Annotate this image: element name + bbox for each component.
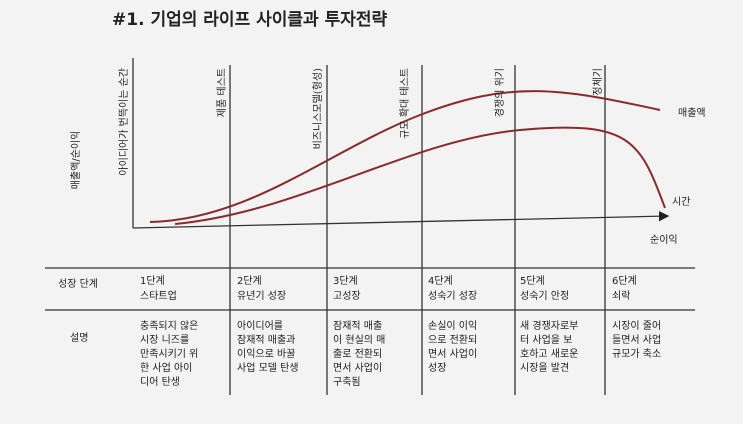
stage-description: 시장 니즈를 (140, 334, 189, 346)
milestone-label: 아이디어가 번뜩이는 순간 (118, 68, 130, 176)
stage-description: 이익으로 바꿀 (237, 348, 295, 360)
stage-description: 아이디어를 (237, 320, 283, 332)
stage-description: 규모가 축소 (612, 348, 661, 360)
milestone-label: 규모 확대 테스트 (399, 68, 411, 139)
milestone-label: 비즈니스모델(형성) (312, 68, 324, 150)
row-label: 성장 단계 (58, 278, 98, 290)
stage-name: 유년기 성장 (237, 290, 286, 302)
stage-step: 2단계 (237, 275, 262, 287)
stage-description: 잠재적 매출과 (237, 334, 295, 346)
stage-description: 디어 탄생 (140, 376, 180, 388)
stage-description: 구축됨 (333, 376, 361, 388)
stage-description: 성장 (428, 362, 446, 374)
milestone-label: 경쟁의 위기 (493, 68, 506, 117)
stage-step: 1단계 (140, 275, 165, 287)
title: #1. 기업의 라이프 사이클과 투자전략 (112, 10, 388, 30)
x-axis (132, 211, 670, 229)
stage-name: 고성장 (333, 290, 361, 302)
milestone-label: 정체기 (592, 68, 604, 96)
stage-description: 들면서 사업 (612, 333, 661, 346)
sales-label: 매출액 (678, 107, 706, 119)
stage-description: 잠재적 매출 (333, 320, 382, 332)
profit-label: 순이익 (650, 234, 678, 246)
stage-dividers (45, 65, 695, 395)
stage-step: 6단계 (612, 275, 637, 287)
stage-description: 만족시키기 위 (140, 347, 198, 360)
sales-curve (149, 90, 661, 223)
stage-description: 시장을 발견 (520, 362, 569, 374)
stage-name: 스타트업 (140, 289, 177, 302)
stage-description: 호하고 새로운 (520, 347, 578, 360)
stage-description: 충족되지 않은 (140, 320, 198, 332)
stage-description: 손실이 이익 (428, 320, 477, 332)
time-label: 시간 (672, 196, 690, 208)
profit-curve (174, 126, 666, 225)
stage-description: 시장이 줄어 (612, 320, 661, 332)
stage-description: 한 사업 아이 (140, 361, 192, 374)
stage-name: 성숙기 안정 (520, 290, 569, 302)
stage-description: 터 사업을 보 (520, 333, 572, 346)
stage-description: 새 경쟁자로부 (520, 319, 578, 332)
stage-name: 성숙기 성장 (428, 290, 477, 302)
stage-description: 면서 사업이 (428, 347, 477, 360)
milestone-label: 제품 테스트 (216, 68, 228, 117)
stage-step: 4단계 (428, 275, 453, 287)
stage-description: 이 현실의 매 (333, 334, 385, 346)
stage-description: 사업 모델 탄생 (237, 361, 299, 374)
stage-description: 으로 전환되 (428, 334, 477, 346)
stage-step: 5단계 (520, 275, 545, 287)
y-axis-label: 매출액/순이익 (70, 131, 82, 190)
stage-description: 면서 사업이 (333, 361, 382, 374)
stage-step: 3단계 (333, 275, 358, 287)
stage-name: 쇠락 (612, 290, 630, 302)
row-label: 설명 (70, 332, 88, 344)
stage-description: 출로 전환되 (333, 348, 382, 360)
